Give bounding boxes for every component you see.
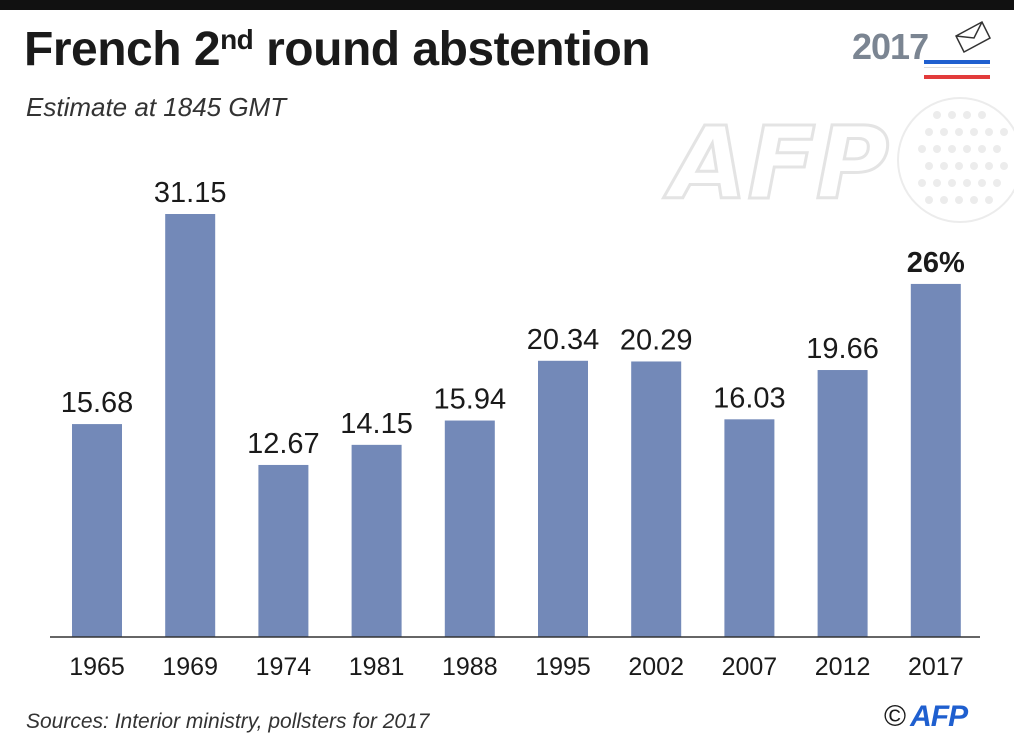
x-tick-2007: 2007 bbox=[722, 653, 778, 681]
bar-1969 bbox=[165, 214, 216, 637]
afp-logo: AFP bbox=[910, 700, 968, 733]
data-label-2017: 26% bbox=[907, 247, 965, 279]
data-label-2002: 20.29 bbox=[620, 324, 693, 356]
bar-2012 bbox=[817, 370, 868, 637]
bar-1981 bbox=[351, 444, 402, 637]
data-label-1995: 20.34 bbox=[527, 324, 600, 356]
afp-watermark: AFP bbox=[660, 90, 1014, 230]
top-bar bbox=[0, 0, 1014, 10]
bar-1965 bbox=[72, 424, 122, 637]
flag-stripes bbox=[924, 60, 990, 82]
x-tick-1965: 1965 bbox=[69, 653, 125, 681]
bar-2017 bbox=[910, 283, 961, 637]
afp-copyright: © AFP bbox=[884, 700, 968, 734]
data-label-2012: 19.66 bbox=[806, 333, 879, 365]
data-label-1965: 15.68 bbox=[61, 387, 134, 419]
chart-subtitle: Estimate at 1845 GMT bbox=[26, 92, 287, 122]
bar-1974 bbox=[258, 464, 309, 637]
x-tick-1988: 1988 bbox=[442, 653, 498, 681]
svg-text:AFP: AFP bbox=[663, 105, 889, 222]
x-tick-1981: 1981 bbox=[349, 653, 405, 681]
data-label-2007: 16.03 bbox=[713, 382, 786, 414]
source-note: Sources: Interior ministry, pollsters fo… bbox=[26, 710, 430, 733]
data-label-1988: 15.94 bbox=[434, 384, 507, 416]
x-tick-1969: 1969 bbox=[162, 653, 218, 681]
chart-title: French 2nd round abstention bbox=[24, 23, 651, 76]
data-label-1981: 14.15 bbox=[340, 408, 413, 440]
election-2017-badge: 2017 bbox=[852, 18, 992, 79]
bar-2007 bbox=[724, 419, 775, 637]
bar-1995 bbox=[538, 360, 588, 637]
x-tick-2012: 2012 bbox=[815, 653, 871, 681]
data-label-1974: 12.67 bbox=[247, 428, 320, 460]
x-tick-2002: 2002 bbox=[628, 653, 684, 681]
x-tick-1995: 1995 bbox=[535, 653, 591, 681]
envelope-icon bbox=[955, 20, 991, 54]
badge-year: 2017 bbox=[852, 26, 929, 67]
bar-2002 bbox=[631, 361, 682, 637]
data-label-1969: 31.15 bbox=[154, 177, 227, 209]
bar-1988 bbox=[444, 420, 495, 637]
x-tick-1974: 1974 bbox=[256, 653, 312, 681]
x-tick-2017: 2017 bbox=[908, 653, 964, 681]
copyright-symbol: © bbox=[884, 700, 907, 733]
